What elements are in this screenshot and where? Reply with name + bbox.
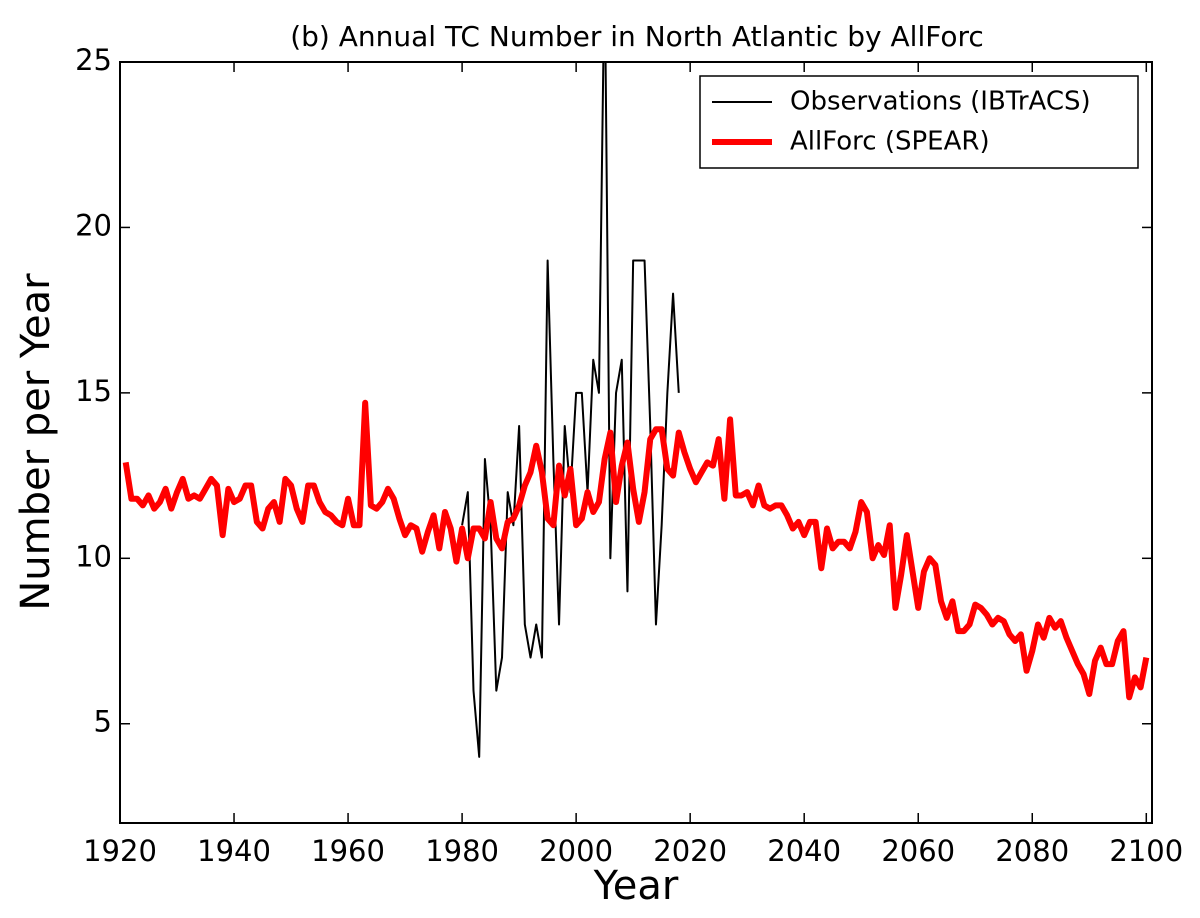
x-tick-label: 2020 bbox=[653, 834, 727, 868]
legend-label: AllForc (SPEAR) bbox=[790, 127, 990, 157]
y-tick-label: 25 bbox=[75, 43, 112, 77]
x-tick-label: 1980 bbox=[425, 834, 499, 868]
x-tick-label: 1960 bbox=[311, 834, 385, 868]
x-tick-label: 2100 bbox=[1109, 834, 1183, 868]
x-tick-label: 2060 bbox=[881, 834, 955, 868]
y-tick-label: 20 bbox=[75, 208, 112, 242]
y-tick-label: 5 bbox=[94, 705, 112, 739]
x-tick-label: 2040 bbox=[767, 834, 841, 868]
x-axis-label: Year bbox=[593, 863, 679, 909]
legend-label: Observations (IBTrACS) bbox=[790, 87, 1091, 117]
plot-frame bbox=[119, 61, 1153, 824]
y-tick-label: 10 bbox=[75, 539, 112, 573]
legend: Observations (IBTrACS) AllForc (SPEAR) bbox=[699, 75, 1139, 169]
series-line bbox=[122, 399, 1150, 701]
y-tick-label: 15 bbox=[75, 374, 112, 408]
x-tick-label: 2000 bbox=[539, 834, 613, 868]
x-tick-label: 1920 bbox=[83, 834, 157, 868]
x-tick-label: 2080 bbox=[995, 834, 1069, 868]
chart-title: (b) Annual TC Number in North Atlantic b… bbox=[290, 20, 984, 53]
x-tick-label: 1940 bbox=[197, 834, 271, 868]
series-line bbox=[461, 62, 680, 758]
legend-box bbox=[699, 75, 1139, 169]
plot-area bbox=[122, 62, 1150, 758]
y-axis-label: Number per Year bbox=[13, 273, 59, 611]
